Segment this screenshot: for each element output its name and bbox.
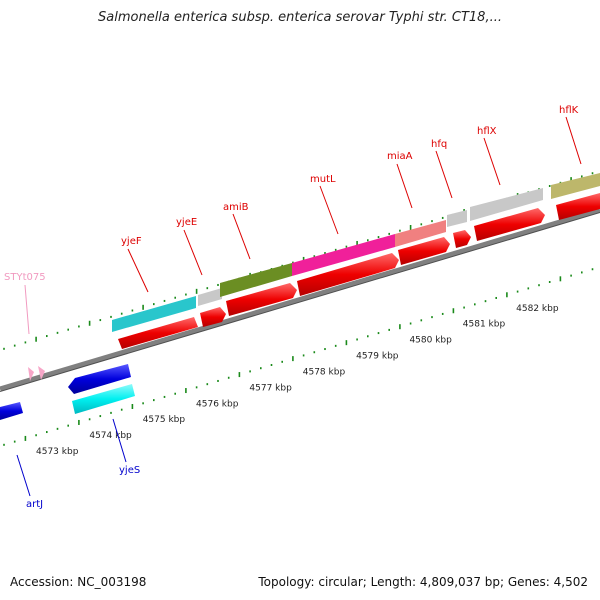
gene-label-STYt075[interactable]: STYt075 (4, 272, 46, 283)
genome-summary: Topology: circular; Length: 4,809,037 bp… (258, 575, 588, 589)
scale-label: 4579 kbp (356, 352, 399, 362)
gene-feature-amiB[interactable] (220, 263, 292, 297)
gene-label-leader (319, 185, 339, 235)
scale-label: 4582 kbp (516, 304, 559, 314)
cds-arrow-reverse[interactable] (0, 402, 23, 420)
gene-label-miaA[interactable]: miaA (387, 151, 413, 162)
gene-label-yjeF[interactable]: yjeF (121, 236, 142, 247)
gene-label-leader (232, 213, 251, 260)
genome-backbone-shadow (0, 212, 600, 392)
gene-label-leader (16, 454, 31, 497)
gene-feature-hflX[interactable] (470, 188, 543, 221)
gene-feature-yjeE[interactable] (198, 288, 222, 306)
cds-arrow[interactable] (297, 253, 399, 296)
scale-label: 4580 kbp (409, 336, 452, 346)
cds-arrow[interactable] (398, 237, 450, 265)
cds-arrow[interactable] (226, 283, 297, 316)
scale-label: 4577 kbp (249, 383, 292, 393)
gene-label-leader (24, 284, 30, 335)
gene-feature-mutL[interactable] (292, 234, 395, 276)
scale-label: 4574 kbp (89, 431, 132, 441)
trna-arrow-icon[interactable] (28, 367, 34, 381)
cds-track-forward (118, 193, 600, 349)
cds-track-reverse (0, 364, 135, 420)
genome-backbone (0, 207, 600, 392)
gene-label-leader (435, 150, 453, 199)
gene-label-leader (396, 163, 413, 209)
scale-label: 4581 kbp (463, 320, 506, 330)
cds-arrow-reverse[interactable] (68, 364, 131, 394)
gene-label-artJ[interactable]: artJ (26, 499, 43, 510)
scale-labels: 4573 kbp 4574 kbp 4575 kbp 4576 kbp 4577 kbp… (36, 304, 559, 457)
tick-row-lower (3, 268, 594, 446)
gene-label-mutL[interactable]: mutL (310, 174, 336, 185)
gene-label-leader (565, 116, 582, 165)
cds-arrow[interactable] (556, 193, 600, 220)
gene-label-hflK[interactable]: hflK (559, 105, 579, 116)
trna-markers (28, 366, 45, 381)
gene-label-leader (483, 137, 501, 186)
scale-label: 4575 kbp (143, 415, 186, 425)
page-title: Salmonella enterica subsp. enterica sero… (98, 10, 502, 25)
gene-feature-yjeS[interactable] (72, 384, 135, 414)
cds-arrow[interactable] (200, 307, 226, 327)
gene-labels: STYt075 yjeF yjeE amiB mutL miaA hfq hflX hflK ar… (4, 105, 582, 510)
cds-arrow[interactable] (474, 208, 545, 241)
accession-label: Accession: NC_003198 (10, 575, 147, 589)
gene-label-leader (112, 418, 127, 463)
scale-label: 4573 kbp (36, 447, 79, 457)
gene-feature-miaA[interactable] (395, 220, 446, 247)
scale-label: 4578 kbp (303, 367, 346, 377)
gene-feature-hflK[interactable] (551, 173, 600, 199)
feature-track-upper (112, 173, 600, 332)
gene-label-hfq[interactable]: hfq (431, 139, 447, 150)
scale-label: 4576 kbp (196, 399, 239, 409)
cds-arrow[interactable] (118, 317, 198, 349)
trna-arrow-icon[interactable] (38, 366, 45, 380)
gene-feature-yjeF[interactable] (112, 296, 196, 332)
gene-label-leader (183, 229, 203, 276)
cds-arrow[interactable] (453, 230, 471, 248)
gene-label-leader (127, 248, 149, 293)
gene-label-hflX[interactable]: hflX (477, 126, 497, 137)
gene-label-amiB[interactable]: amiB (223, 202, 249, 213)
gene-label-yjeE[interactable]: yjeE (176, 217, 197, 228)
gene-label-yjeS[interactable]: yjeS (119, 465, 140, 476)
gene-feature-hfq[interactable] (447, 210, 467, 227)
